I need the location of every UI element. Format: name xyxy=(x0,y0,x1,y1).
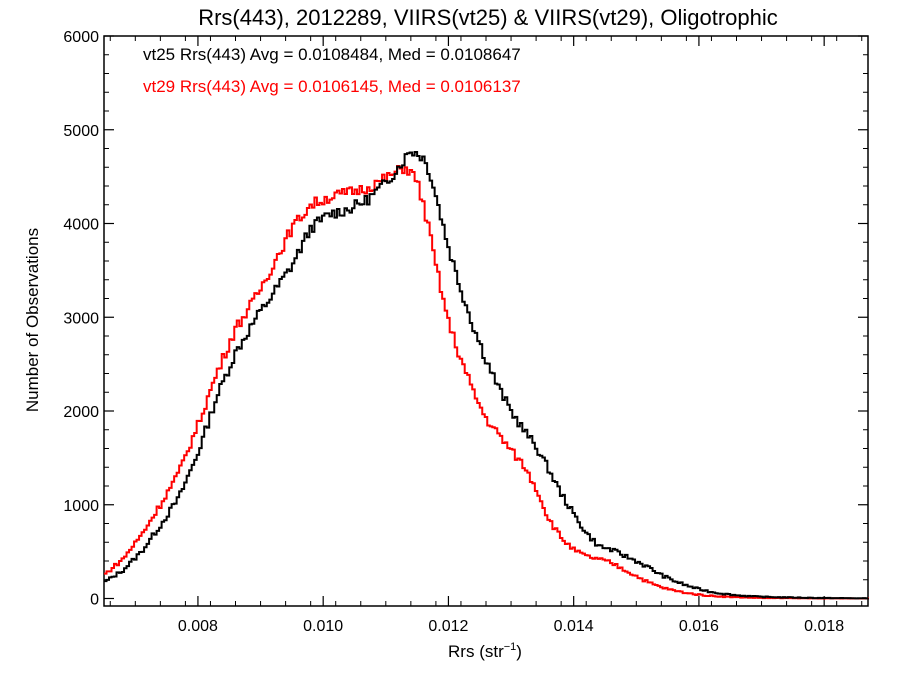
y-axis: 0 1000 2000 3000 4000 5000 6000 xyxy=(63,29,868,609)
annotation-vt29: vt29 Rrs(443) Avg = 0.0106145, Med = 0.0… xyxy=(143,77,521,96)
x-axis-label: Rrs (str−1) xyxy=(448,641,522,661)
x-tick-label: 0.016 xyxy=(679,618,719,635)
x-tick-label: 0.012 xyxy=(428,618,468,635)
x-tick-label: 0.014 xyxy=(554,618,594,635)
x-tick-label: 0.010 xyxy=(303,618,343,635)
series-layer xyxy=(104,150,869,600)
x-axis-label-sup: −1 xyxy=(504,641,517,653)
x-axis: 0.008 0.010 0.012 0.014 0.016 0.018 xyxy=(109,36,863,635)
series-line-0 xyxy=(104,150,869,600)
y-tick-label: 0 xyxy=(90,592,99,609)
x-tick-label: 0.018 xyxy=(804,618,844,635)
x-tick-label: 0.008 xyxy=(178,618,218,635)
y-tick-label: 2000 xyxy=(63,404,99,421)
plot-frame xyxy=(103,35,869,607)
y-tick-label: 3000 xyxy=(63,310,99,327)
annotation-vt25: vt25 Rrs(443) Avg = 0.0108484, Med = 0.0… xyxy=(143,45,521,64)
y-axis-label: Number of Observations xyxy=(23,228,42,412)
y-tick-label: 5000 xyxy=(63,123,99,140)
y-tick-label: 1000 xyxy=(63,498,99,515)
y-tick-label: 6000 xyxy=(63,29,99,46)
y-tick-label: 4000 xyxy=(63,217,99,234)
x-axis-label-close: ) xyxy=(516,642,522,661)
x-axis-label-main: Rrs (str xyxy=(448,642,504,661)
series-line-1 xyxy=(104,164,869,600)
chart-title: Rrs(443), 2012289, VIIRS(vt25) & VIIRS(v… xyxy=(198,5,778,30)
